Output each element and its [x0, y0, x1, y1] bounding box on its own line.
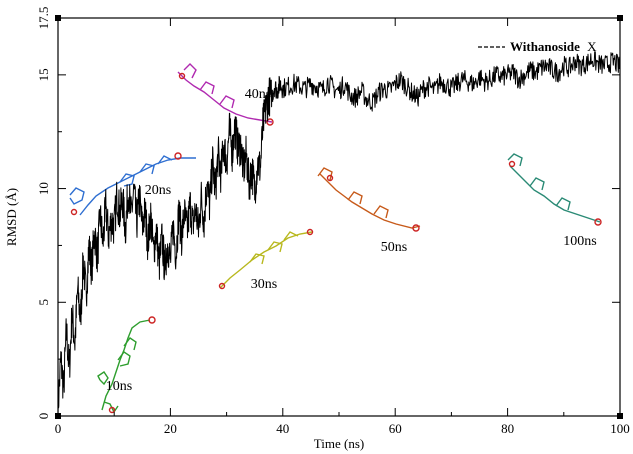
y-tick-label: 15: [36, 68, 51, 81]
y-axis-label: RMSD (Å): [4, 188, 19, 246]
molecule-40ns-icon: [177, 63, 274, 126]
y-tick-label: 0: [36, 413, 51, 420]
annotation-10ns: 10ns: [106, 379, 132, 394]
molecule-10ns-icon: [97, 316, 156, 414]
molecule-100ns-icon: [507, 153, 602, 226]
molecule-20ns-icon: [69, 152, 196, 216]
legend-label-plain: X: [587, 39, 597, 54]
annotation-30ns: 30ns: [251, 277, 277, 292]
legend: Withanoside X: [478, 39, 597, 54]
annotation-100ns: 100ns: [563, 234, 596, 249]
x-tick-label: 80: [501, 421, 514, 436]
x-tick-label: 60: [389, 421, 402, 436]
annotation-50ns: 50ns: [381, 240, 407, 255]
y-tick-label: 10: [36, 182, 51, 195]
molecule-30ns-icon: [218, 228, 314, 290]
legend-label: Withanoside X: [510, 39, 597, 54]
x-tick-label: 100: [610, 421, 630, 436]
annotation-40ns: 40ns: [245, 87, 271, 102]
y-tick-label: 17.5: [36, 7, 51, 30]
molecule-sketches: [69, 63, 602, 414]
molecule-50ns-icon: [317, 167, 421, 232]
x-axis-label: Time (ns): [314, 436, 364, 451]
annotation-20ns: 20ns: [145, 183, 171, 198]
y-tick-label: 5: [36, 299, 51, 306]
x-tick-label: 0: [55, 421, 62, 436]
x-tick-label: 40: [276, 421, 289, 436]
rmsd-series-line: [57, 51, 621, 417]
x-tick-label: 20: [164, 421, 177, 436]
legend-label-bold: Withanoside: [510, 39, 580, 54]
